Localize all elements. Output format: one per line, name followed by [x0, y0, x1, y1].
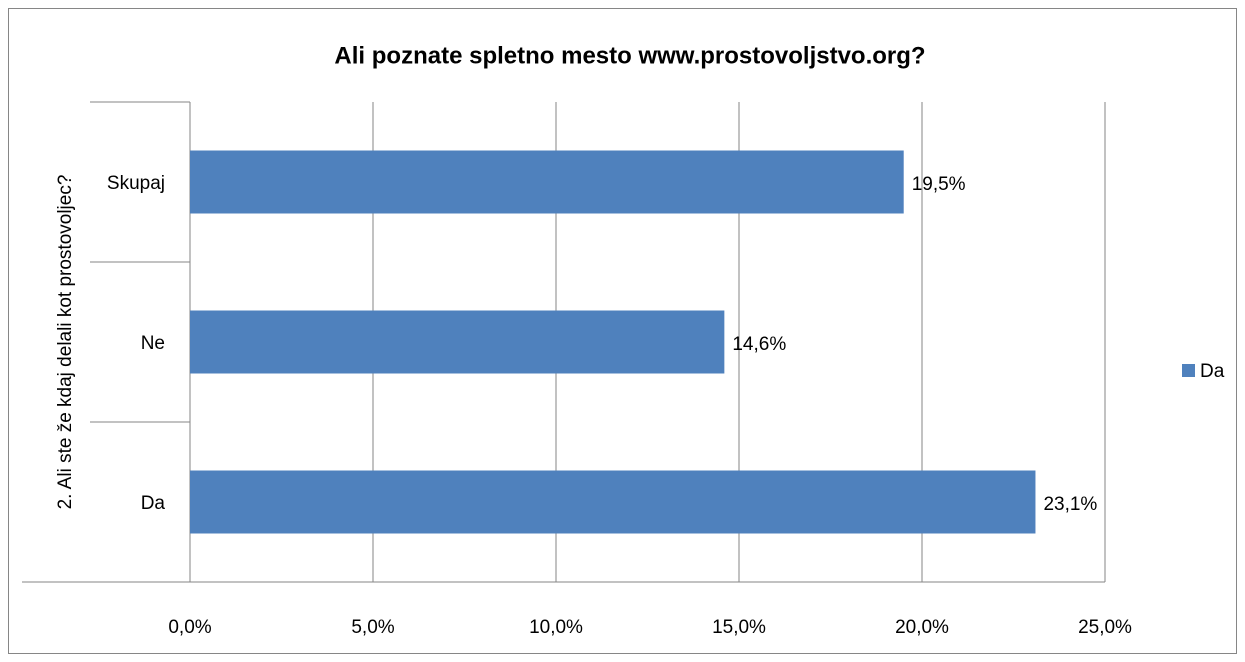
x-tick-label: 25,0%: [1078, 617, 1132, 638]
y-tick-label: Da: [141, 493, 166, 514]
y-tick-label: Skupaj: [107, 173, 165, 194]
data-label: 23,1%: [1043, 494, 1097, 515]
x-tick-label: 5,0%: [351, 617, 394, 638]
x-tick-label: 15,0%: [712, 617, 766, 638]
bar: [190, 150, 904, 214]
chart-title: Ali poznate spletno mesto www.prostovolj…: [334, 42, 925, 69]
y-axis-label: 2. Ali ste že kdaj delali kot prostovolj…: [55, 175, 76, 510]
x-tick-label: 10,0%: [529, 617, 583, 638]
x-tick-label: 20,0%: [895, 617, 949, 638]
bar: [190, 470, 1036, 534]
legend-swatch: [1182, 364, 1195, 377]
bar: [190, 310, 725, 374]
legend-label: Da: [1200, 361, 1225, 382]
y-tick-label: Ne: [141, 333, 165, 354]
data-label: 19,5%: [912, 174, 966, 195]
x-tick-label: 0,0%: [168, 617, 211, 638]
data-label: 14,6%: [732, 334, 786, 355]
